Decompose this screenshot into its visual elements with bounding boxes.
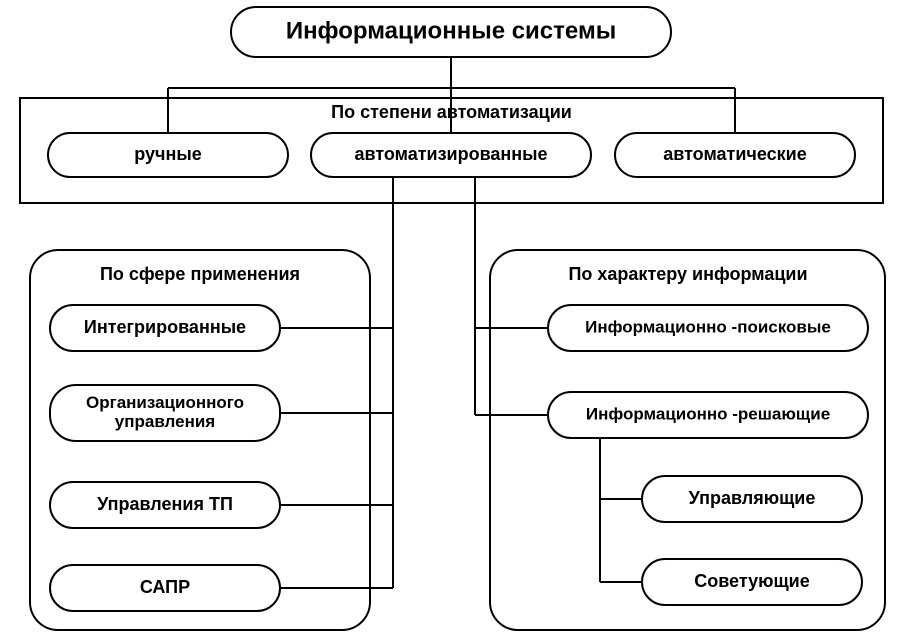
info-decide-node-advising: Советующие (642, 559, 862, 605)
automation-node-automatic: автоматические (615, 133, 855, 177)
info-group-title: По характеру информации (568, 264, 807, 284)
info-decide-node-advising-label: Советующие (694, 571, 810, 591)
application-node-orgmgmt-label: управления (115, 412, 215, 431)
automation-node-automated-label: автоматизированные (354, 144, 547, 164)
application-node-tpmgmt: Управления ТП (50, 482, 280, 528)
application-node-sapr-label: САПР (140, 577, 190, 597)
application-node-integrated-label: Интегрированные (84, 317, 246, 337)
application-node-tpmgmt-label: Управления ТП (97, 494, 233, 514)
application-node-integrated: Интегрированные (50, 305, 280, 351)
automation-node-automatic-label: автоматические (663, 144, 806, 164)
info-node-infosearch: Информационно -поисковые (548, 305, 868, 351)
automation-node-manual: ручные (48, 133, 288, 177)
info-node-infodecide-label: Информационно -решающие (586, 404, 830, 423)
root-node: Информационные системы (231, 7, 671, 57)
info-node-infosearch-label: Информационно -поисковые (585, 317, 831, 336)
application-group-title: По сфере применения (100, 264, 300, 284)
automation-node-manual-label: ручные (134, 144, 201, 164)
root-node-label: Информационные системы (286, 17, 616, 44)
info-decide-node-controlling-label: Управляющие (689, 488, 816, 508)
application-node-sapr: САПР (50, 565, 280, 611)
info-decide-node-controlling: Управляющие (642, 476, 862, 522)
application-node-orgmgmt-label: Организационного (86, 393, 244, 412)
automation-node-automated: автоматизированные (311, 133, 591, 177)
info-node-infodecide: Информационно -решающие (548, 392, 868, 438)
application-node-orgmgmt: Организационногоуправления (50, 385, 280, 441)
